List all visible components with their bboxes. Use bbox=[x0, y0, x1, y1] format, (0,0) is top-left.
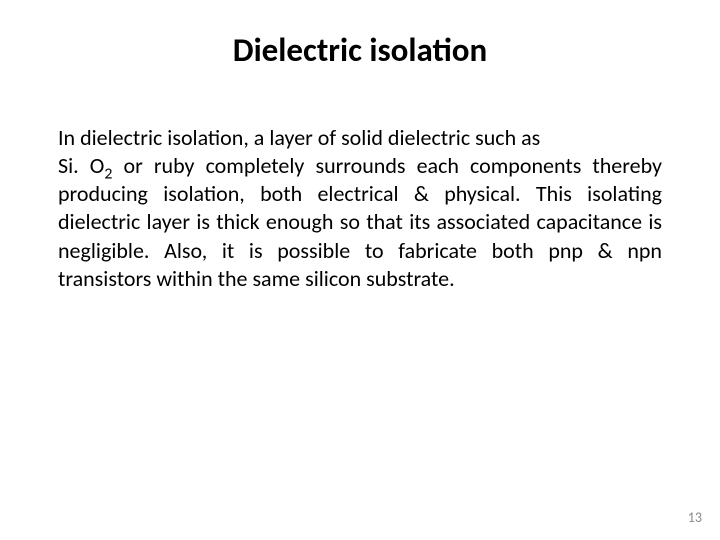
page-number: 13 bbox=[688, 509, 702, 526]
chem-formula-prefix: Si. O bbox=[58, 152, 104, 179]
slide-title: Dielectric isolation bbox=[58, 30, 662, 70]
slide-container: Dielectric isolation In dielectric isola… bbox=[0, 0, 720, 540]
body-rest-text: or ruby completely surrounds each compon… bbox=[58, 152, 662, 292]
body-text-block: In dielectric isolation, a layer of soli… bbox=[58, 124, 662, 293]
body-first-line: In dielectric isolation, a layer of soli… bbox=[58, 124, 662, 152]
